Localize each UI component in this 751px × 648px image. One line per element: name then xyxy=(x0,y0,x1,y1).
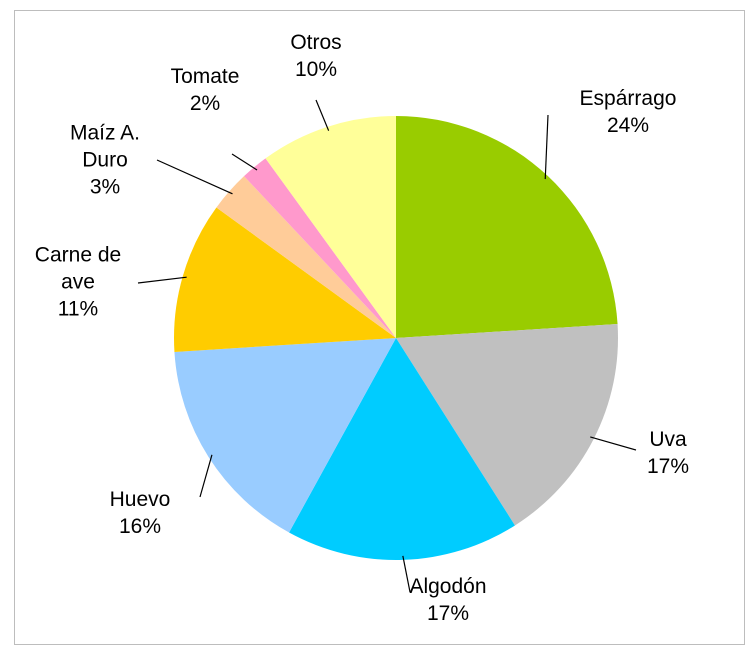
category-label: Espárrago xyxy=(579,87,677,110)
leader-line xyxy=(315,99,330,131)
value-label: 2% xyxy=(189,92,221,115)
category-label: Tomate xyxy=(170,65,240,88)
slice-label: Uva 17% xyxy=(628,426,708,480)
slice-label: Maíz A. Duro 3% xyxy=(60,120,150,201)
category-label: Carne de ave xyxy=(34,243,122,294)
value-label: 24% xyxy=(606,114,650,137)
leader-line xyxy=(137,276,187,284)
slice-label: Carne de ave 11% xyxy=(23,242,133,323)
pie-slice xyxy=(396,324,618,526)
value-label: 17% xyxy=(646,455,690,478)
category-label: Uva xyxy=(649,428,687,451)
pie-slice xyxy=(244,158,396,338)
value-label: 11% xyxy=(57,297,99,321)
pie-slice xyxy=(289,338,515,560)
pie-slice xyxy=(265,116,396,338)
category-label: Huevo xyxy=(109,488,171,511)
slice-label: Espárrago 24% xyxy=(548,85,708,139)
leader-line xyxy=(544,114,549,180)
leader-line xyxy=(199,454,213,498)
category-label: Algodón xyxy=(409,575,487,598)
slice-label: Tomate 2% xyxy=(155,63,255,117)
category-label: Maíz A. Duro xyxy=(69,121,141,172)
leader-line xyxy=(231,153,258,171)
pie-slice xyxy=(174,338,396,533)
slice-label: Otros 10% xyxy=(276,29,356,83)
value-label: 16% xyxy=(118,515,162,538)
value-label: 10% xyxy=(294,58,338,81)
value-label: 17% xyxy=(426,602,470,625)
pie-slice xyxy=(396,116,618,338)
slice-label: Algodón 17% xyxy=(388,573,508,627)
leader-line xyxy=(156,159,233,195)
leader-line xyxy=(402,555,411,593)
slice-label: Huevo 16% xyxy=(100,486,180,540)
category-label: Otros xyxy=(290,31,342,54)
leader-line xyxy=(590,436,637,451)
value-label: 3% xyxy=(89,175,121,199)
pie-slice xyxy=(173,207,396,352)
pie-slice xyxy=(216,176,396,338)
